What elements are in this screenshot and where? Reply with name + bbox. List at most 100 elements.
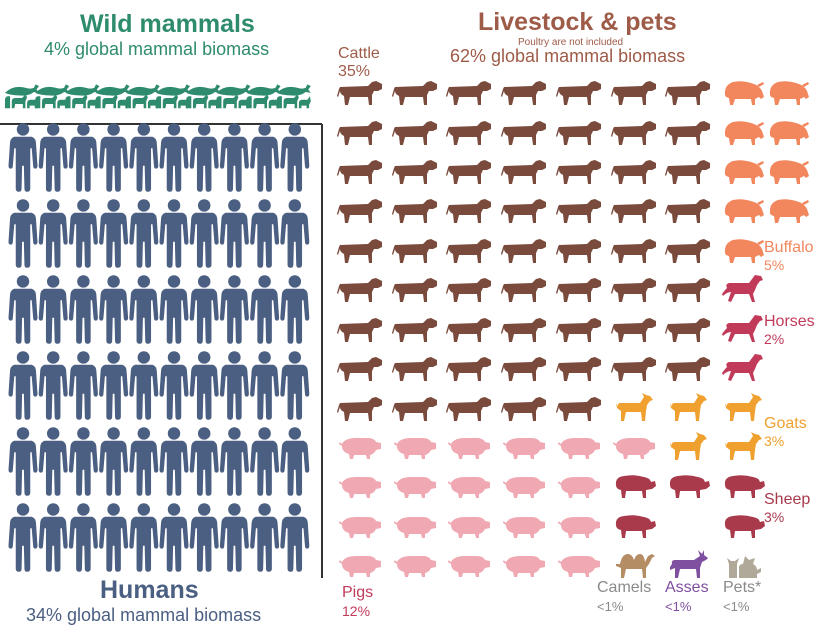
cattle-icon [501,160,546,184]
humans-title: Humans [100,576,199,604]
label-asses-value: <1% [665,599,692,614]
cattle-icon [501,239,546,263]
goat-icon [725,432,762,460]
sheep-icon [615,515,656,538]
human-icon [8,351,38,420]
human-icon [250,275,280,344]
humans-subtitle: 34% global mammal biomass [26,605,262,625]
human-icon [129,275,159,344]
label-cattle-value: 35% [338,63,371,80]
human-icon [219,351,249,420]
pig-icon [558,438,600,459]
cattle-icon [446,199,491,223]
human-icon [68,199,98,268]
pig-icon [339,477,381,498]
cattle-icon [337,239,382,263]
human-icon [189,275,219,344]
label-buffalo-name: Buffalo [764,239,814,256]
sheep-icon [615,475,656,498]
cattle-icon [556,199,601,223]
human-icon [99,351,129,420]
pig-icon [394,517,436,538]
label-asses-name: Asses [665,579,709,596]
wild-mammal-icon [125,84,160,109]
cattle-icon [392,199,437,223]
horse-icon [722,275,763,302]
cattle-icon [556,81,601,105]
cattle-icon [392,81,437,105]
pets-icon [727,556,761,578]
label-sheep-name: Sheep [764,491,811,508]
label-camels-name: Camels [597,579,652,596]
pig-icon [503,477,545,498]
human-icon [250,351,280,420]
cattle-icon [446,397,491,421]
wild-mammal-icon [186,84,221,109]
human-icon [99,503,129,572]
cattle-icon [337,318,382,342]
horse-icon [722,315,763,342]
cattle-icon [501,318,546,342]
cattle-icon [611,357,656,381]
human-icon [129,427,159,496]
pig-icon [558,517,600,538]
pictogram-icons [4,81,809,578]
wild-mammal-icon [246,84,281,109]
human-icon [280,503,310,572]
pig-icon [558,556,600,577]
cattle-icon [665,121,710,145]
cattle-icon [392,318,437,342]
goat-icon [725,393,762,421]
human-icon [129,351,159,420]
label-goats-value: 3% [764,433,785,449]
human-icon [219,427,249,496]
label-buffalo-value: 5% [764,257,785,273]
human-icon [219,123,249,192]
horse-icon [722,354,763,381]
cattle-icon [446,239,491,263]
pig-icon [613,438,655,459]
pig-icon [339,556,381,577]
human-icon [189,123,219,192]
livestock-title: Livestock & pets [478,8,677,36]
goat-icon [670,432,707,460]
cattle-icon [665,318,710,342]
camel-icon [616,554,655,578]
buffalo-icon [724,121,764,145]
cattle-icon [501,81,546,105]
cattle-icon [501,121,546,145]
cattle-icon [556,121,601,145]
human-icon [280,199,310,268]
cattle-icon [611,318,656,342]
pig-icon [339,517,381,538]
cattle-icon [446,160,491,184]
cattle-icon [556,239,601,263]
human-icon [68,123,98,192]
buffalo-icon [769,121,809,145]
human-icon [250,427,280,496]
cattle-icon [392,121,437,145]
cattle-icon [556,278,601,302]
human-icon [189,427,219,496]
human-icon [189,351,219,420]
cattle-icon [337,81,382,105]
ass-icon [670,550,708,578]
human-icon [8,123,38,192]
buffalo-icon [724,81,764,105]
label-cattle-name: Cattle [338,45,380,62]
pig-icon [448,477,490,498]
human-icon [8,199,38,268]
human-icon [159,275,189,344]
human-icon [189,503,219,572]
sheep-icon [724,515,765,538]
buffalo-icon [769,199,809,223]
wild-mammal-icon [4,84,39,109]
label-pigs-value: 12% [342,603,371,619]
goat-icon [616,393,653,421]
cattle-icon [611,81,656,105]
human-icon [99,275,129,344]
human-icon [250,503,280,572]
livestock-note: Poultry are not included [518,37,624,48]
